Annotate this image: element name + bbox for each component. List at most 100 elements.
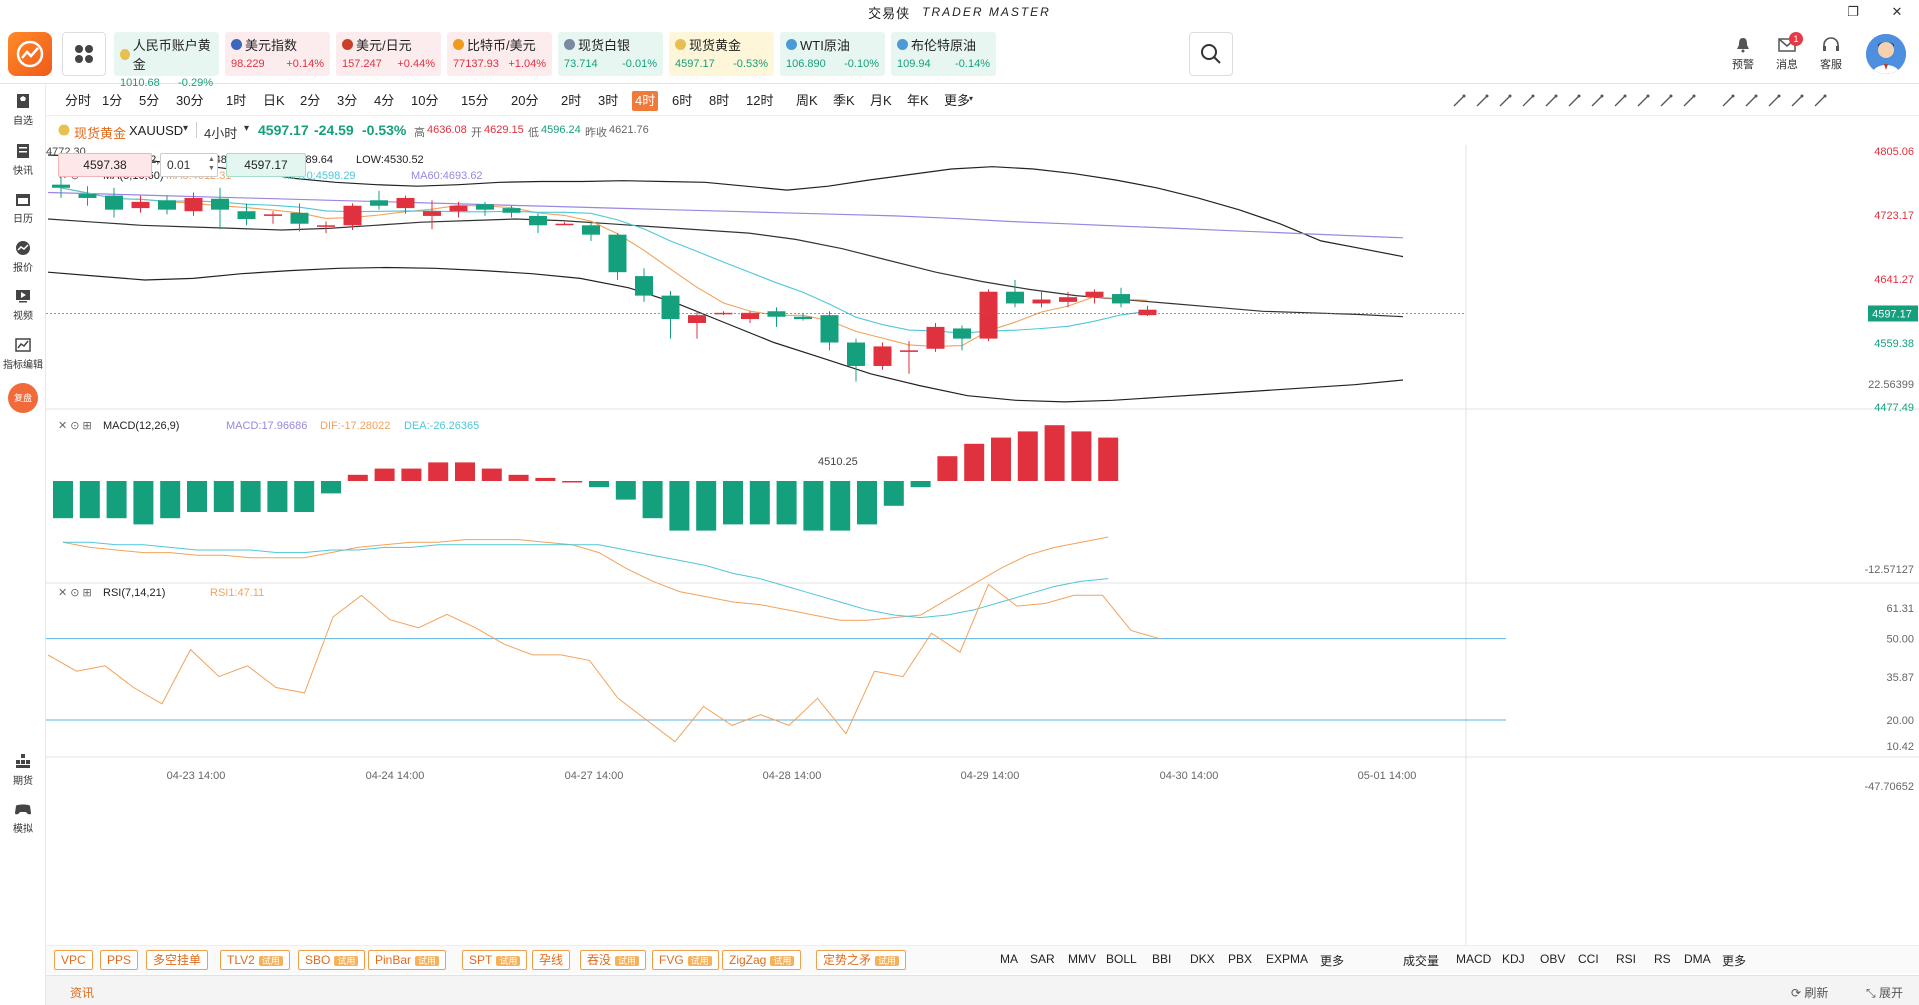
quote-card[interactable]: 美元/日元 157.247 +0.44% xyxy=(336,32,441,76)
sub-indicator-7[interactable]: DMA xyxy=(1684,952,1711,966)
news-tab[interactable]: 资讯 xyxy=(70,986,95,1000)
sidebar-item-simulation[interactable]: 模拟 xyxy=(0,798,46,835)
image-tool-icon[interactable] xyxy=(1634,92,1652,110)
app-logo[interactable] xyxy=(8,32,52,76)
sidebar-item-quotes[interactable]: 报价 xyxy=(0,237,46,274)
timeframe-6[interactable]: 2分 xyxy=(300,93,321,108)
lock-tool-icon[interactable] xyxy=(1765,92,1783,110)
note-tool-icon[interactable] xyxy=(1680,92,1698,110)
more-dropdown-icon[interactable]: ▾ xyxy=(969,94,974,103)
timeframe-20[interactable]: 月K xyxy=(870,93,892,108)
sub-indicator-8[interactable]: 更多 xyxy=(1722,954,1747,968)
symbol-code[interactable]: XAUUSD xyxy=(129,123,184,138)
sub-indicator-1[interactable]: MACD xyxy=(1456,952,1492,966)
quote-card[interactable]: 美元指数 98.229 +0.14% xyxy=(225,32,330,76)
close-icon[interactable]: ✕ xyxy=(1891,4,1903,19)
main-indicator-6[interactable]: PBX xyxy=(1228,952,1253,966)
eraser-tool-icon[interactable] xyxy=(1719,92,1737,110)
indicator-tag[interactable]: TLV2 试用 xyxy=(220,950,290,970)
symbol-name[interactable]: 现货黄金 xyxy=(74,126,127,141)
timeframe-18[interactable]: 周K xyxy=(796,93,818,108)
indicator-tag[interactable]: PinBar 试用 xyxy=(368,950,447,970)
trend-tool-icon[interactable] xyxy=(1542,92,1560,110)
timeframe-19[interactable]: 季K xyxy=(833,93,855,108)
timeframe-9[interactable]: 10分 xyxy=(411,93,439,108)
indicator-tag[interactable]: 定势之矛 试用 xyxy=(816,950,907,970)
timeframe-21[interactable]: 年K xyxy=(907,93,929,108)
indicator-tag[interactable]: 吞没 试用 xyxy=(580,950,647,970)
timeframe-11[interactable]: 20分 xyxy=(511,93,539,108)
indicator-tag[interactable]: SBO 试用 xyxy=(298,950,366,970)
quote-card[interactable]: 布伦特原油 109.94 -0.14% xyxy=(891,32,996,76)
service-button[interactable]: 客服 xyxy=(1811,34,1851,72)
alert-button[interactable]: 预警 xyxy=(1723,34,1763,72)
main-indicator-4[interactable]: BBI xyxy=(1152,952,1172,966)
main-indicator-1[interactable]: SAR xyxy=(1030,952,1055,966)
indicator-tag[interactable]: 多空挂单 xyxy=(146,950,209,970)
timeframe-0[interactable]: 分时 xyxy=(65,93,92,108)
gann-tool-icon[interactable] xyxy=(1588,92,1606,110)
magnet-tool-icon[interactable] xyxy=(1742,92,1760,110)
quote-card[interactable]: 现货黄金 4597.17 -0.53% xyxy=(669,32,774,76)
lot-stepper[interactable]: ▲ ▼ xyxy=(208,156,215,172)
indicator-tag[interactable]: FVG 试用 xyxy=(652,950,719,970)
expand-button[interactable]: ⤡ 展开 xyxy=(1866,986,1903,1000)
timeframe-1[interactable]: 1分 xyxy=(102,93,123,108)
timeframe-13[interactable]: 3时 xyxy=(598,93,619,108)
timeframe-2[interactable]: 5分 xyxy=(139,93,160,108)
timeframe-3[interactable]: 30分 xyxy=(176,93,204,108)
indicator-tag[interactable]: ZigZag 试用 xyxy=(722,950,802,970)
quote-card[interactable]: 人民币账户黄金 1010.68 -0.29% xyxy=(114,32,219,89)
quote-card[interactable]: 比特币/美元 77137.93 +1.04% xyxy=(447,32,552,76)
sub-indicator-2[interactable]: KDJ xyxy=(1502,952,1525,966)
refresh-button[interactable]: ⟳ 刷新 xyxy=(1791,986,1829,1000)
symbol-dropdown-icon[interactable]: ▾ xyxy=(183,123,189,134)
quote-card[interactable]: 现货白银 73.714 -0.01% xyxy=(558,32,663,76)
fib-tool-icon[interactable] xyxy=(1565,92,1583,110)
sub-indicator-6[interactable]: RS xyxy=(1654,952,1671,966)
timeframe-8[interactable]: 4分 xyxy=(374,93,395,108)
period-select[interactable]: 4小时 xyxy=(204,126,238,141)
line-tool-icon[interactable] xyxy=(1450,92,1468,110)
pen-tool-icon[interactable] xyxy=(1611,92,1629,110)
sidebar-item-favorites[interactable]: 自选 xyxy=(0,90,46,127)
hline-tool-icon[interactable] xyxy=(1496,92,1514,110)
timeframe-22[interactable]: 更多 xyxy=(944,93,971,108)
chart-canvas[interactable]: 04-23 14:00 04-24 14:00 04-27 14:00 04-28 1… xyxy=(46,145,1919,945)
message-button[interactable]: 1 消息 xyxy=(1767,32,1807,72)
sell-price-button[interactable]: 4597.38 xyxy=(58,153,152,177)
main-indicator-2[interactable]: MMV xyxy=(1068,952,1096,966)
indicator-tag[interactable]: VPC xyxy=(54,950,93,970)
lot-input[interactable]: 0.01 xyxy=(160,153,218,177)
ray-tool-icon[interactable] xyxy=(1473,92,1491,110)
sidebar-item-video[interactable]: 视频 xyxy=(0,285,46,322)
timeframe-7[interactable]: 3分 xyxy=(337,93,358,108)
sub-indicator-0[interactable]: 成交量 xyxy=(1403,954,1440,968)
sub-indicator-3[interactable]: OBV xyxy=(1540,952,1566,966)
main-indicator-7[interactable]: EXPMA xyxy=(1266,952,1309,966)
restore-icon[interactable]: ❐ xyxy=(1847,4,1859,19)
sidebar-item-replay[interactable]: 复盘 xyxy=(0,383,46,413)
sub-indicator-5[interactable]: RSI xyxy=(1616,952,1637,966)
timeframe-4[interactable]: 1时 xyxy=(226,93,247,108)
sidebar-item-indicator-edit[interactable]: 指标编辑 xyxy=(0,334,46,371)
wave-tool-icon[interactable] xyxy=(1657,92,1675,110)
segment-tool-icon[interactable] xyxy=(1519,92,1537,110)
timeframe-15[interactable]: 6时 xyxy=(672,93,693,108)
sub-indicator-4[interactable]: CCI xyxy=(1578,952,1599,966)
timeframe-12[interactable]: 2时 xyxy=(561,93,582,108)
buy-price-button[interactable]: 4597.17 xyxy=(226,153,306,177)
main-indicator-3[interactable]: BOLL xyxy=(1106,952,1137,966)
indicator-tag[interactable]: SPT 试用 xyxy=(462,950,528,970)
timeframe-17[interactable]: 12时 xyxy=(746,93,774,108)
timeframe-16[interactable]: 8时 xyxy=(709,93,730,108)
quote-card[interactable]: WTI原油 106.890 -0.10% xyxy=(780,32,885,76)
search-icon[interactable] xyxy=(1189,32,1233,76)
grid-menu-icon[interactable] xyxy=(62,32,106,76)
timeframe-14[interactable]: 4时 xyxy=(632,91,659,111)
timeframe-5[interactable]: 日K xyxy=(263,93,285,108)
main-indicator-5[interactable]: DKX xyxy=(1190,952,1215,966)
sidebar-item-flash-news[interactable]: 快讯 xyxy=(0,140,46,177)
trash-tool-icon[interactable] xyxy=(1811,92,1829,110)
period-dropdown-icon[interactable]: ▾ xyxy=(244,123,250,134)
